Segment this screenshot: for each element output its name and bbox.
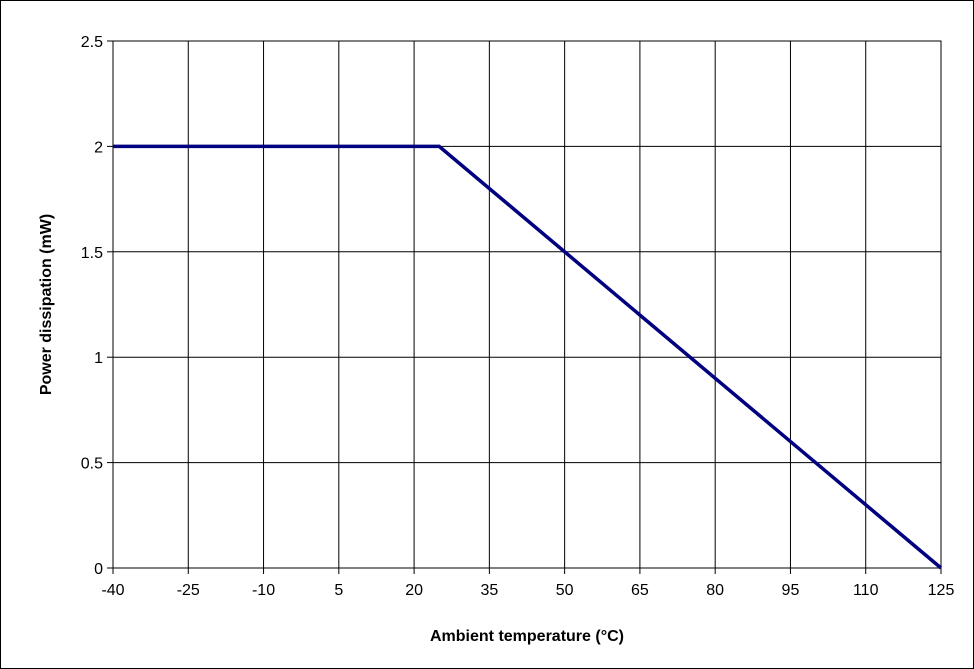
y-tick-label: 2.5 <box>81 34 103 51</box>
x-axis-tick-labels: -40 -25 -10 5 20 35 50 65 80 95 110 125 <box>101 582 954 599</box>
y-axis-title: Power dissipation (mW) <box>38 214 55 395</box>
series-layer <box>113 144 943 570</box>
y-tick-label: 0.5 <box>81 456 103 473</box>
x-tick-label: 65 <box>631 582 649 599</box>
x-tick-label: -25 <box>177 582 200 599</box>
y-tick-label: 2 <box>94 139 103 156</box>
x-tick-label: 110 <box>853 582 879 599</box>
x-tick-label: 5 <box>334 582 343 599</box>
x-tick-label: 50 <box>556 582 574 599</box>
x-tick-label: 95 <box>782 582 800 599</box>
x-tick-label: 125 <box>928 582 955 599</box>
x-tick-label: -10 <box>252 582 275 599</box>
x-tick-label: -40 <box>101 582 124 599</box>
series-line <box>113 144 943 570</box>
y-tick-label: 1.5 <box>81 245 103 262</box>
x-tick-label: 80 <box>706 582 724 599</box>
y-tick-label: 0 <box>94 561 103 578</box>
x-tick-label: 20 <box>405 582 423 599</box>
x-tick-label: 35 <box>480 582 498 599</box>
plot-area-border <box>112 40 942 569</box>
y-axis-tick-labels: 0 0.5 1 1.5 2 2.5 <box>81 34 103 578</box>
x-axis-title: Ambient temperature (°C) <box>430 628 624 645</box>
y-tick-label: 1 <box>94 350 103 367</box>
grid <box>107 40 942 574</box>
